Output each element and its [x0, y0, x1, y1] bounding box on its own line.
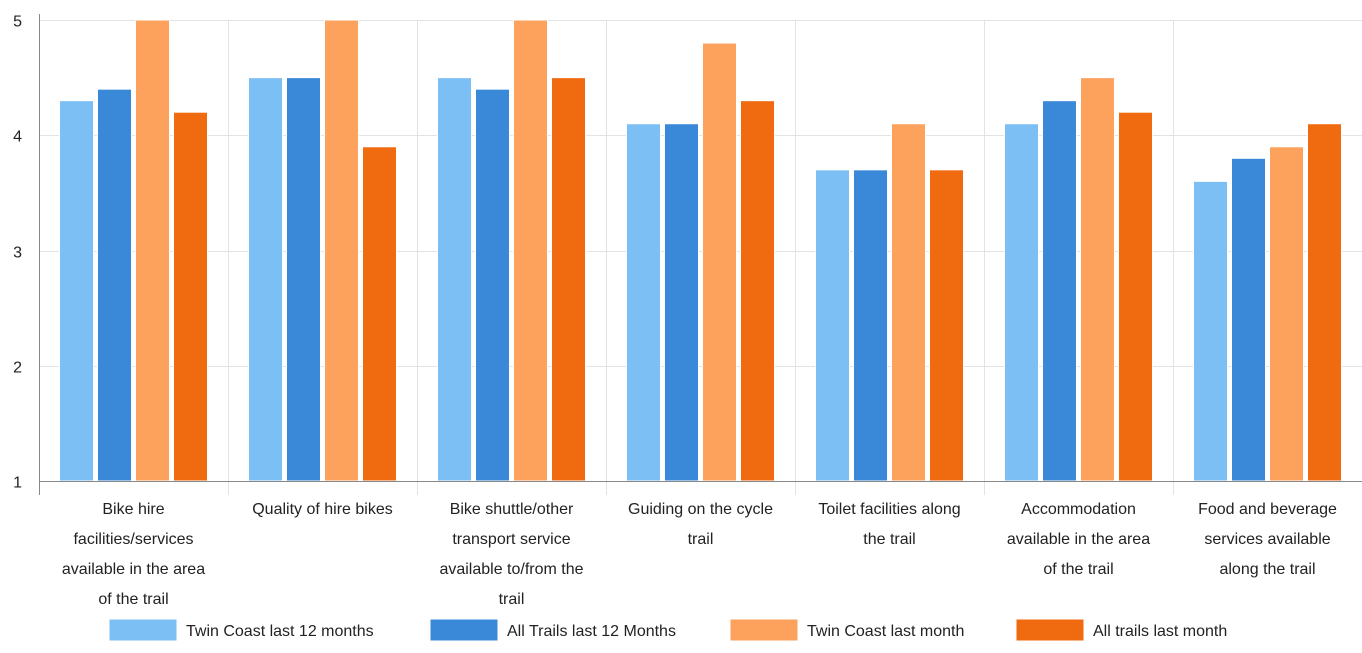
bar: [98, 89, 132, 481]
bar: [60, 101, 94, 481]
legend-label: Twin Coast last month: [807, 623, 964, 640]
x-tick-label: Quality of hire bikes: [252, 501, 393, 518]
legend-label: All trails last month: [1093, 623, 1227, 640]
bars: [60, 20, 1342, 481]
legend-swatch: [109, 619, 177, 641]
legend: Twin Coast last 12 months All Trails last…: [109, 619, 1227, 641]
bar: [1043, 101, 1077, 481]
bar: [552, 78, 586, 481]
x-tick-label: Accommodation available in the area of the…: [1007, 501, 1150, 578]
bar: [1270, 147, 1304, 481]
bar: [1232, 158, 1266, 481]
bar: [627, 124, 661, 481]
y-tick-label: 2: [13, 360, 22, 377]
axes: [39, 14, 1362, 495]
bar: [287, 78, 321, 481]
x-tick-label: Toilet facilities along the trail: [818, 501, 960, 548]
legend-swatch: [730, 619, 798, 641]
y-tick-label: 5: [13, 14, 22, 31]
bar: [174, 112, 208, 481]
bar: [816, 170, 850, 481]
bar: [741, 101, 775, 481]
bar: [514, 20, 548, 481]
y-tick-label: 4: [13, 129, 22, 146]
bar: [476, 89, 510, 481]
x-tick-label: Guiding on the cycle trail: [628, 501, 773, 548]
bar: [892, 124, 926, 481]
y-tick-label: 1: [13, 475, 22, 492]
y-axis-ticks: 1 2 3 4 5: [13, 14, 22, 492]
bar: [363, 147, 397, 481]
legend-swatch: [1016, 619, 1084, 641]
x-tick-label: Bike hire facilities/services available in…: [62, 501, 205, 608]
bar: [854, 170, 888, 481]
legend-label: Twin Coast last 12 months: [186, 623, 374, 640]
x-tick-label: Bike shuttle/other transport service avail…: [439, 501, 583, 608]
bar: [1119, 112, 1153, 481]
x-tick-label: Food and beverage services available along…: [1198, 501, 1337, 578]
x-axis-category-labels: Bike hire facilities/services available in…: [62, 501, 1337, 608]
bar: [136, 20, 170, 481]
bar: [1194, 181, 1228, 481]
y-tick-label: 3: [13, 245, 22, 262]
bar: [249, 78, 283, 481]
bar: [1308, 124, 1342, 481]
bar: [325, 20, 359, 481]
bar: [1005, 124, 1039, 481]
bar: [665, 124, 699, 481]
legend-label: All Trails last 12 Months: [507, 623, 676, 640]
gridlines: [39, 20, 1362, 495]
bar: [703, 43, 737, 481]
legend-swatch: [430, 619, 498, 641]
bar: [930, 170, 964, 481]
bar: [438, 78, 472, 481]
bar: [1081, 78, 1115, 481]
